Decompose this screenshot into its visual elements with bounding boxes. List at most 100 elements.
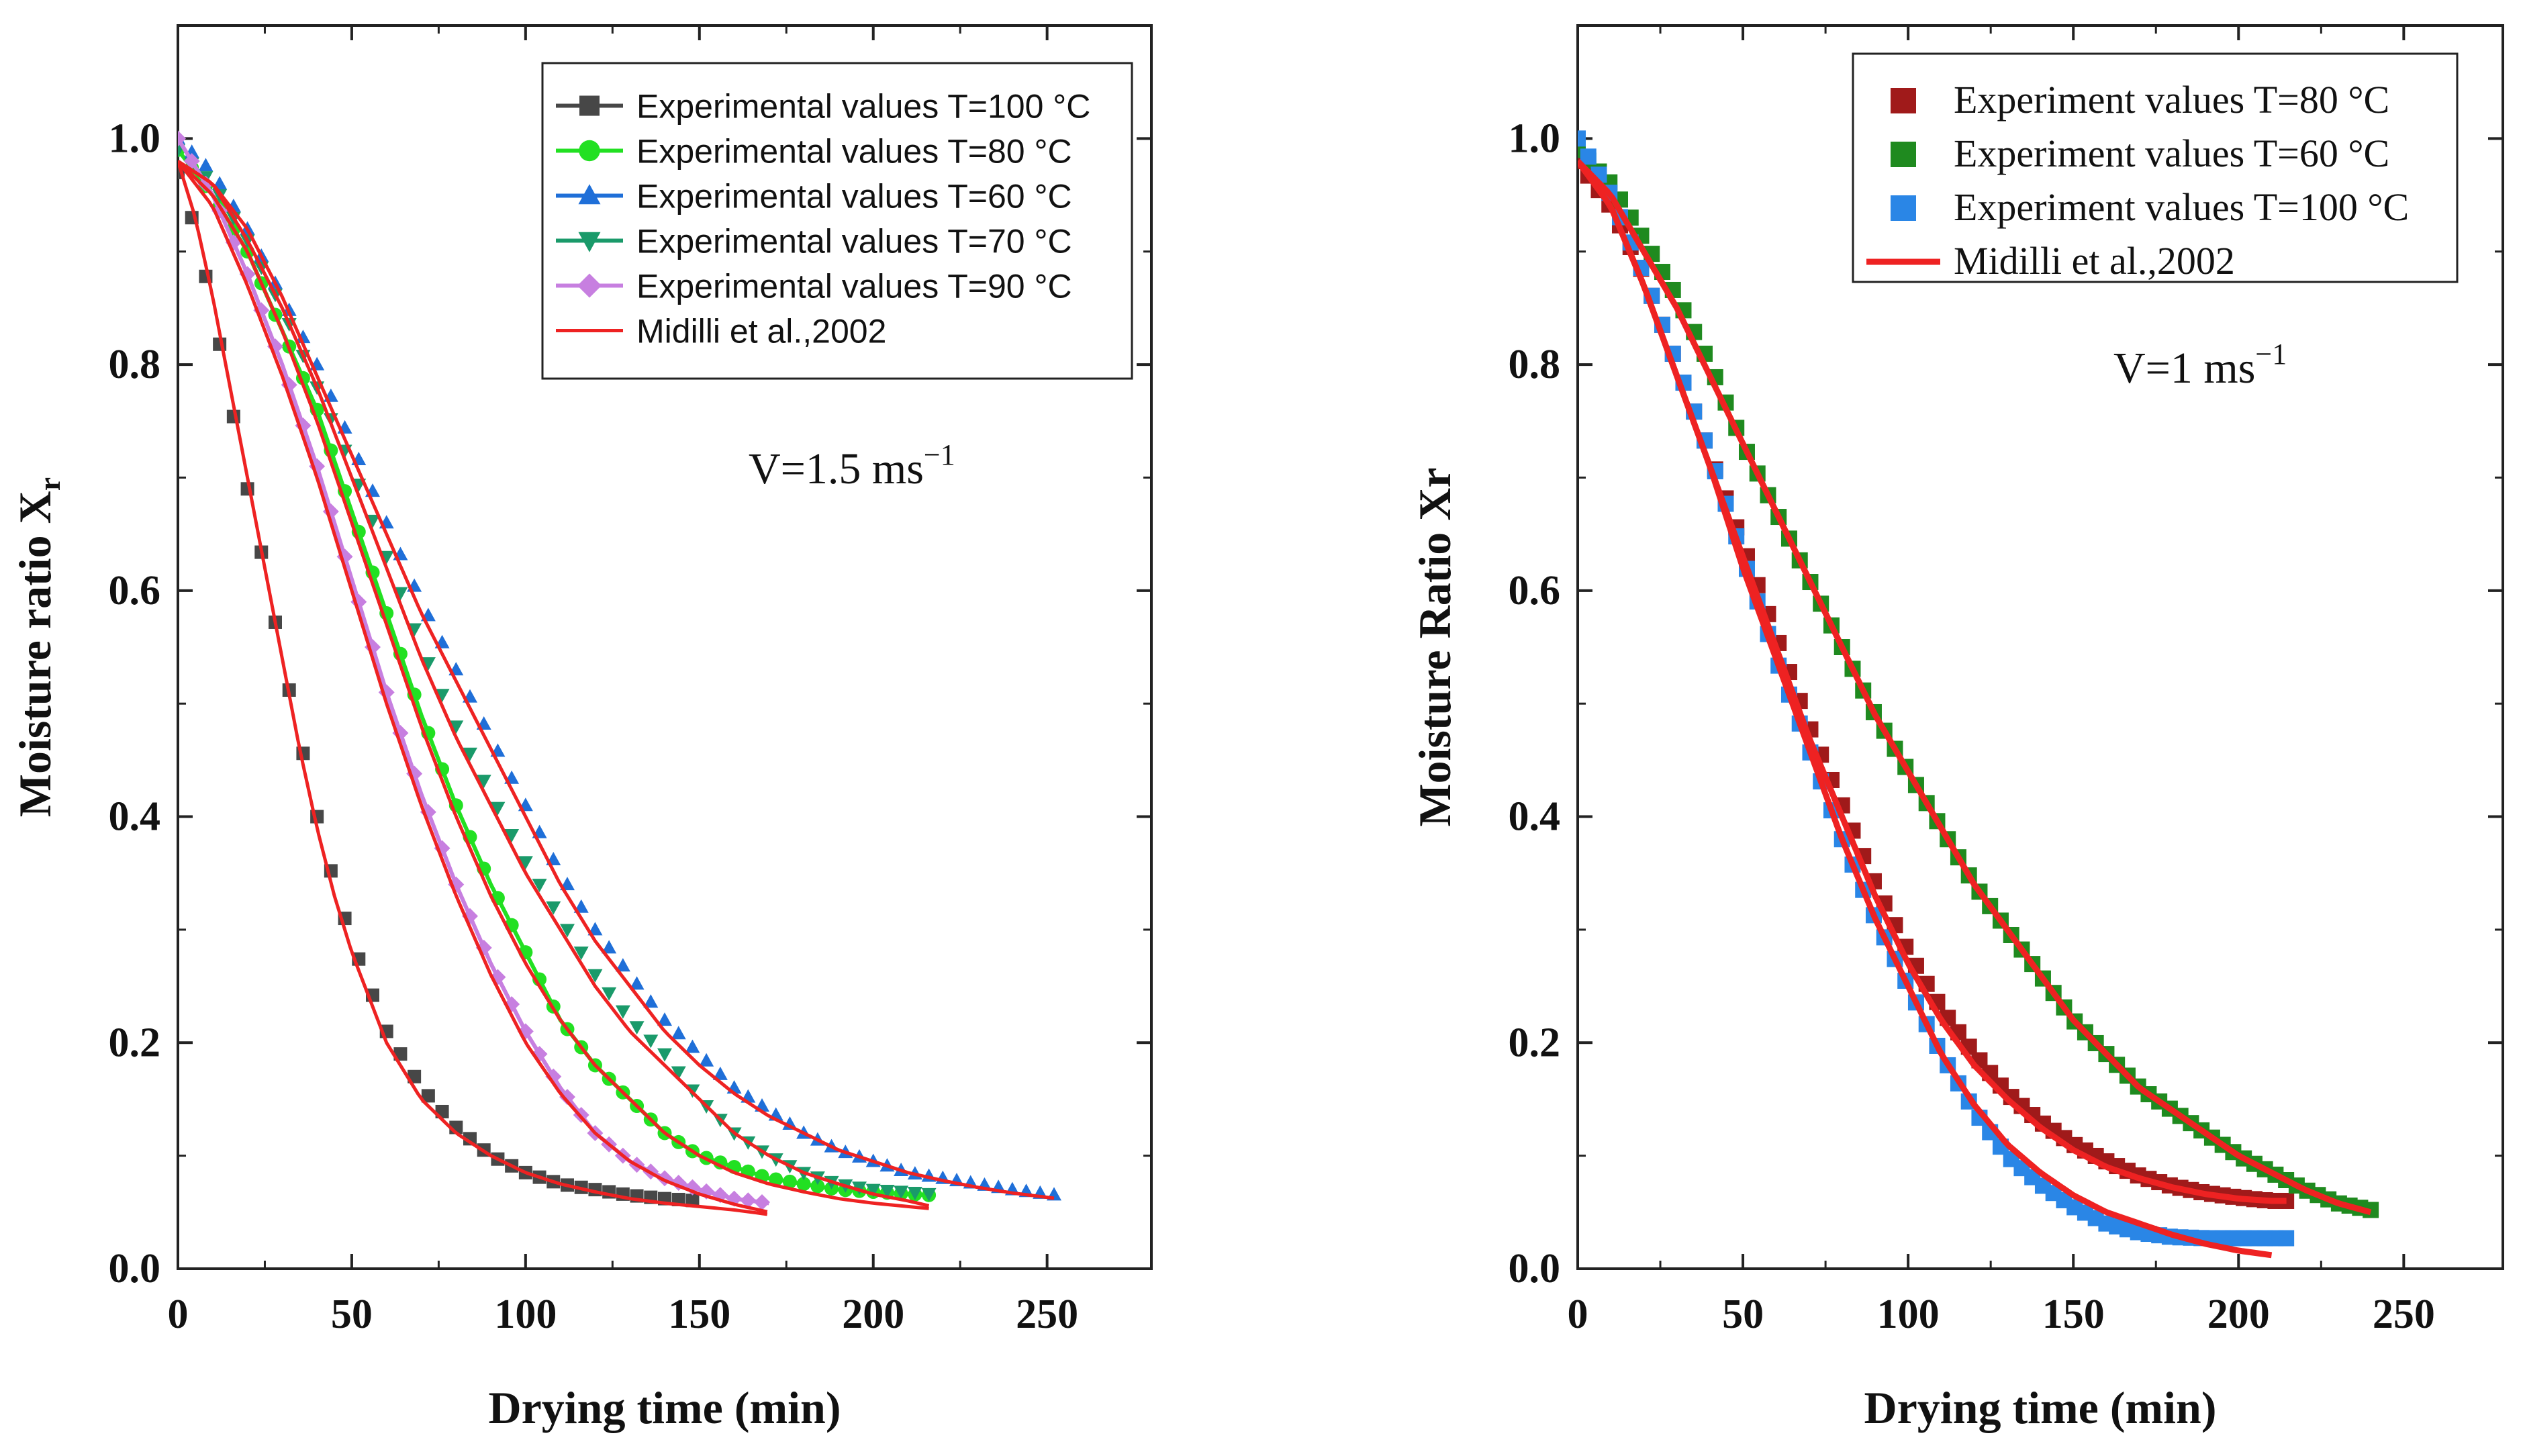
y-axis-title-subscript: r [32, 477, 66, 491]
y-tick-label: 1.0 [1509, 115, 1561, 161]
legend-swatch-marker [578, 184, 601, 205]
y-tick-label: 0.6 [109, 568, 161, 614]
legend-label: Experimental values T=80 °C [636, 133, 1072, 171]
y-axis-title: Moisture Ratio Xr [1409, 467, 1460, 826]
fit-curve-3 [178, 159, 930, 1208]
legend-swatch-marker [577, 273, 602, 298]
x-axis-title: Drying time (min) [488, 1382, 841, 1433]
data-point [671, 1066, 686, 1080]
data-point [476, 775, 491, 789]
velocity-annotation: V=1.5 ms−1 [749, 438, 955, 493]
legend-label: Experiment values T=60 °C [1954, 132, 2389, 175]
legend-swatch-marker [579, 95, 600, 116]
y-tick-label: 0.8 [109, 342, 161, 387]
legend-label: Midilli et al.,2002 [1954, 239, 2235, 283]
y-axis-title: Moisture ratio Xr [9, 477, 66, 817]
legend-swatch-marker [1891, 88, 1916, 113]
legend: Experiment values T=80 °C Experiment valu… [1852, 52, 2459, 283]
data-point [2278, 1230, 2295, 1247]
legend: Experimental values T=100 °C Experimental… [541, 62, 1133, 380]
x-tick-label: 100 [1877, 1292, 1940, 1337]
x-tick-label: 250 [2373, 1292, 2435, 1337]
legend-label: Experiment values T=100 °C [1954, 185, 2409, 229]
data-point [560, 924, 575, 938]
data-point [545, 1068, 562, 1085]
data-point [810, 1179, 825, 1194]
legend-label: Experimental values T=100 °C [636, 88, 1090, 126]
data-point [712, 1066, 728, 1080]
legend-label: Experimental values T=60 °C [636, 178, 1072, 215]
legend-swatch-marker [1891, 142, 1916, 167]
data-point [490, 802, 506, 816]
data-point [643, 1034, 659, 1049]
data-point [615, 1005, 630, 1019]
data-point [657, 1048, 672, 1062]
data-point [573, 947, 589, 961]
data-point [463, 1132, 477, 1146]
velocity-annotation-superscript: −1 [2255, 338, 2287, 371]
legend-label: Midilli et al.,2002 [636, 313, 886, 350]
data-layer [178, 130, 1061, 1216]
data-point [587, 969, 603, 983]
y-tick-label: 0.0 [109, 1246, 161, 1292]
data-point [740, 1192, 757, 1209]
legend-label: Experimental values T=90 °C [636, 268, 1072, 305]
legend-swatch-marker [1891, 195, 1916, 221]
chart-left: 0 50 100 150 200 250 0.0 0.2 0.4 0.6 0.8 1.0 Drying … [9, 24, 1153, 1433]
velocity-annotation-text: V=1 ms [2113, 344, 2255, 393]
x-tick-label: 50 [1722, 1292, 1764, 1337]
x-tick-label: 0 [1568, 1292, 1588, 1337]
data-point [615, 958, 630, 972]
data-point [532, 879, 547, 893]
legend-swatch-marker [578, 232, 601, 252]
data-point [894, 1185, 909, 1200]
fit-curve-4 [178, 160, 768, 1214]
fit-curve-2 [178, 159, 1055, 1200]
legend-box [541, 62, 1133, 380]
data-point [602, 940, 617, 954]
data-point [685, 1039, 700, 1053]
data-point [671, 1026, 686, 1040]
data-point [546, 901, 561, 915]
data-point [796, 1177, 811, 1192]
data-point [865, 1183, 881, 1198]
data-point [685, 1194, 700, 1208]
velocity-annotation: V=1 ms−1 [2113, 338, 2287, 393]
x-tick-label: 100 [494, 1292, 557, 1337]
data-point [1578, 130, 1586, 147]
x-tick-label: 50 [331, 1292, 373, 1337]
data-point [921, 1187, 937, 1202]
x-tick-label: 200 [842, 1292, 904, 1337]
data-point [434, 689, 450, 703]
y-tick-label: 0.6 [1509, 568, 1561, 614]
data-point [602, 987, 617, 1001]
x-tick-label: 0 [168, 1292, 189, 1337]
x-tick-label: 150 [2042, 1292, 2105, 1337]
plot-frame [177, 24, 1153, 1270]
y-tick-label: 0.8 [1509, 342, 1561, 387]
data-point [420, 657, 436, 671]
y-tick-label: 0.0 [1509, 1246, 1561, 1292]
y-axis-title-text: Moisture ratio X [9, 491, 60, 817]
fit-curve-0 [178, 160, 768, 1216]
data-point [879, 1184, 895, 1198]
y-tick-label: 0.4 [109, 794, 161, 840]
data-point [197, 175, 214, 192]
data-layer [1578, 130, 2379, 1259]
data-point [629, 1021, 645, 1035]
data-point [448, 720, 464, 734]
data-point [504, 828, 520, 842]
plot-frame [1576, 24, 2504, 1270]
data-point [559, 1089, 575, 1106]
y-tick-label: 0.2 [1509, 1020, 1561, 1065]
velocity-annotation-text: V=1.5 ms [749, 444, 924, 493]
data-point [782, 1174, 797, 1189]
data-point [183, 153, 200, 170]
legend-swatch-marker [579, 140, 600, 162]
x-tick-label: 150 [668, 1292, 730, 1337]
data-point [699, 1053, 714, 1067]
data-point [463, 747, 477, 761]
legend-label: Experiment values T=80 °C [1954, 78, 2389, 122]
fit-curve-1 [1578, 158, 2372, 1216]
